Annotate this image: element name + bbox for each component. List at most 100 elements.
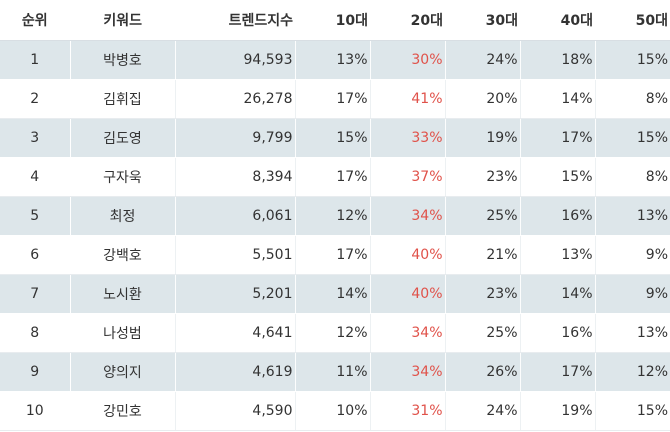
keyword-cell: 구자욱 xyxy=(69,157,175,197)
age-20s-cell: 34% xyxy=(369,196,445,236)
trend-index-cell: 4,641 xyxy=(174,313,295,353)
age-50s-cell: 9% xyxy=(594,274,670,314)
trend-index-cell: 8,394 xyxy=(174,157,295,197)
table-body: 1 박병호 94,593 13% 30% 24% 18% 15% 2 김휘집 2… xyxy=(0,40,670,431)
age-10s-cell: 17% xyxy=(294,79,370,119)
age-20s-cell: 41% xyxy=(369,79,445,119)
trend-index-cell: 6,061 xyxy=(174,196,295,236)
rank-cell: 4 xyxy=(0,157,71,197)
age-30s-cell: 25% xyxy=(444,313,520,353)
header-trend-index: 트렌드지수 xyxy=(175,0,295,41)
age-50s-cell: 15% xyxy=(594,118,670,158)
age-40s-cell: 14% xyxy=(519,274,595,314)
rank-cell: 10 xyxy=(0,391,71,431)
table-row: 3 김도영 9,799 15% 33% 19% 17% 15% xyxy=(0,118,670,158)
age-20s-cell: 31% xyxy=(369,391,445,431)
age-10s-cell: 13% xyxy=(294,40,370,80)
age-20s-cell: 34% xyxy=(369,352,445,392)
age-30s-cell: 25% xyxy=(444,196,520,236)
age-10s-cell: 12% xyxy=(294,313,370,353)
table-row: 7 노시환 5,201 14% 40% 23% 14% 9% xyxy=(0,274,670,314)
age-20s-cell: 34% xyxy=(369,313,445,353)
age-50s-cell: 13% xyxy=(594,313,670,353)
table-row: 1 박병호 94,593 13% 30% 24% 18% 15% xyxy=(0,40,670,80)
age-30s-cell: 23% xyxy=(444,274,520,314)
rank-cell: 6 xyxy=(0,235,71,275)
age-10s-cell: 14% xyxy=(294,274,370,314)
trend-index-cell: 5,501 xyxy=(174,235,295,275)
age-40s-cell: 13% xyxy=(519,235,595,275)
age-30s-cell: 19% xyxy=(444,118,520,158)
age-50s-cell: 9% xyxy=(594,235,670,275)
header-age-30s: 30대 xyxy=(445,0,520,41)
trend-index-cell: 4,619 xyxy=(174,352,295,392)
rank-cell: 8 xyxy=(0,313,71,353)
rank-cell: 7 xyxy=(0,274,71,314)
table-row: 6 강백호 5,501 17% 40% 21% 13% 9% xyxy=(0,235,670,275)
age-20s-cell: 30% xyxy=(369,40,445,80)
table-row: 8 나성범 4,641 12% 34% 25% 16% 13% xyxy=(0,313,670,353)
age-30s-cell: 21% xyxy=(444,235,520,275)
age-50s-cell: 13% xyxy=(594,196,670,236)
rank-cell: 5 xyxy=(0,196,71,236)
keyword-cell: 강백호 xyxy=(69,235,175,275)
trend-index-cell: 26,278 xyxy=(174,79,295,119)
trend-index-cell: 5,201 xyxy=(174,274,295,314)
age-10s-cell: 12% xyxy=(294,196,370,236)
keyword-cell: 강민호 xyxy=(69,391,175,431)
age-20s-cell: 37% xyxy=(369,157,445,197)
age-50s-cell: 12% xyxy=(594,352,670,392)
header-age-50s: 50대 xyxy=(595,0,670,41)
keyword-cell: 최정 xyxy=(69,196,175,236)
keyword-cell: 김휘집 xyxy=(69,79,175,119)
age-40s-cell: 19% xyxy=(519,391,595,431)
age-50s-cell: 8% xyxy=(594,157,670,197)
age-30s-cell: 20% xyxy=(444,79,520,119)
age-40s-cell: 17% xyxy=(519,118,595,158)
age-10s-cell: 15% xyxy=(294,118,370,158)
header-rank: 순위 xyxy=(0,0,71,41)
table-row: 5 최정 6,061 12% 34% 25% 16% 13% xyxy=(0,196,670,236)
header-row: 순위 키워드 트렌드지수 10대 20대 30대 40대 50대 xyxy=(0,0,670,41)
age-30s-cell: 24% xyxy=(444,391,520,431)
table-row: 2 김휘집 26,278 17% 41% 20% 14% 8% xyxy=(0,79,670,119)
header-age-40s: 40대 xyxy=(520,0,595,41)
age-50s-cell: 15% xyxy=(594,391,670,431)
age-20s-cell: 33% xyxy=(369,118,445,158)
age-10s-cell: 11% xyxy=(294,352,370,392)
age-50s-cell: 15% xyxy=(594,40,670,80)
rank-cell: 2 xyxy=(0,79,71,119)
header-keyword: 키워드 xyxy=(70,0,175,41)
age-20s-cell: 40% xyxy=(369,235,445,275)
keyword-cell: 나성범 xyxy=(69,313,175,353)
header-age-20s: 20대 xyxy=(370,0,445,41)
age-30s-cell: 23% xyxy=(444,157,520,197)
rank-cell: 9 xyxy=(0,352,71,392)
keyword-cell: 김도영 xyxy=(69,118,175,158)
header-age-10s: 10대 xyxy=(295,0,370,41)
age-40s-cell: 17% xyxy=(519,352,595,392)
trend-index-cell: 9,799 xyxy=(174,118,295,158)
age-20s-cell: 40% xyxy=(369,274,445,314)
age-40s-cell: 16% xyxy=(519,196,595,236)
age-40s-cell: 16% xyxy=(519,313,595,353)
age-10s-cell: 17% xyxy=(294,157,370,197)
table-header: 순위 키워드 트렌드지수 10대 20대 30대 40대 50대 xyxy=(0,0,670,41)
keyword-cell: 양의지 xyxy=(69,352,175,392)
age-40s-cell: 14% xyxy=(519,79,595,119)
keyword-cell: 박병호 xyxy=(69,40,175,80)
age-10s-cell: 10% xyxy=(294,391,370,431)
table-row: 4 구자욱 8,394 17% 37% 23% 15% 8% xyxy=(0,157,670,197)
table-row: 9 양의지 4,619 11% 34% 26% 17% 12% xyxy=(0,352,670,392)
age-10s-cell: 17% xyxy=(294,235,370,275)
trend-index-cell: 4,590 xyxy=(174,391,295,431)
age-50s-cell: 8% xyxy=(594,79,670,119)
age-40s-cell: 18% xyxy=(519,40,595,80)
rank-cell: 1 xyxy=(0,40,71,80)
table-row: 10 강민호 4,590 10% 31% 24% 19% 15% xyxy=(0,391,670,431)
age-30s-cell: 24% xyxy=(444,40,520,80)
rank-cell: 3 xyxy=(0,118,71,158)
age-40s-cell: 15% xyxy=(519,157,595,197)
keyword-cell: 노시환 xyxy=(69,274,175,314)
